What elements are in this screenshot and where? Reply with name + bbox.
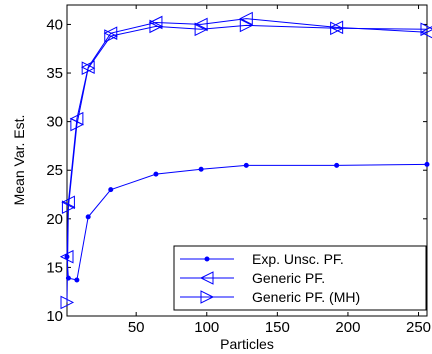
legend-label: Generic PF. (MH) [252, 289, 360, 305]
data-point-triangle-left [59, 249, 74, 264]
series-1 [64, 161, 430, 283]
y-tick-label: 20 [46, 211, 63, 228]
x-tick-label: 50 [128, 319, 145, 336]
data-point-triangle-right [420, 22, 432, 37]
data-point-dot [85, 214, 91, 220]
y-tick-label: 25 [46, 162, 63, 179]
y-tick-label: 35 [46, 65, 63, 82]
data-point-dot [204, 256, 210, 262]
data-point-dot [424, 161, 430, 167]
legend-label: Exp. Unsc. PF. [252, 251, 344, 267]
series-line [66, 18, 428, 257]
y-tick-label: 30 [46, 114, 63, 131]
data-point-triangle-right [200, 290, 215, 304]
data-point-triangle-right [330, 21, 344, 36]
data-point-triangle-left [329, 20, 344, 35]
legend: Exp. Unsc. PF. Generic PF. Generic PF. (MH… [173, 245, 427, 311]
data-point-triangle-right [81, 61, 96, 75]
data-point-triangle-right [104, 29, 118, 43]
x-tick-label: 150 [265, 319, 290, 336]
series-line [66, 24, 428, 303]
data-point-triangle-right [239, 18, 254, 33]
y-axis: 10 15 20 25 30 35 40 [46, 16, 427, 325]
x-axis: 50 100 150 200 250 [128, 5, 431, 336]
data-point-triangle-right [194, 22, 209, 37]
data-point-triangle-left [193, 17, 208, 32]
legend-entry: Generic PF. [180, 270, 325, 286]
data-point-triangle-left [199, 271, 214, 285]
series-layer [59, 11, 432, 310]
data-point-dot [153, 171, 159, 177]
data-point-dot [108, 187, 114, 193]
data-point-triangle-right [60, 295, 75, 310]
series-3 [60, 18, 432, 310]
data-point-dot [243, 162, 249, 168]
data-point-dot [334, 162, 340, 168]
data-point-triangle-right [149, 19, 164, 34]
x-tick-label: 250 [406, 319, 431, 336]
data-point-dot [74, 277, 80, 283]
y-tick-label: 10 [46, 308, 63, 325]
legend-entry: Exp. Unsc. PF. [180, 251, 344, 267]
legend-label: Generic PF. [252, 270, 325, 286]
legend-entry: Generic PF. (MH) [180, 289, 360, 305]
data-point-triangle-left [148, 15, 163, 30]
data-point-triangle-right [70, 117, 85, 132]
data-point-triangle-right [61, 200, 76, 214]
x-tick-label: 200 [335, 319, 360, 336]
y-axis-label: Mean Var. Est. [11, 115, 27, 206]
x-tick-label: 100 [194, 319, 219, 336]
data-point-dot [198, 166, 204, 172]
x-axis-label: Particles [220, 336, 274, 352]
y-tick-label: 15 [46, 259, 63, 276]
series-line [66, 163, 428, 281]
y-tick-label: 40 [46, 16, 63, 33]
data-point-triangle-left [239, 11, 253, 26]
